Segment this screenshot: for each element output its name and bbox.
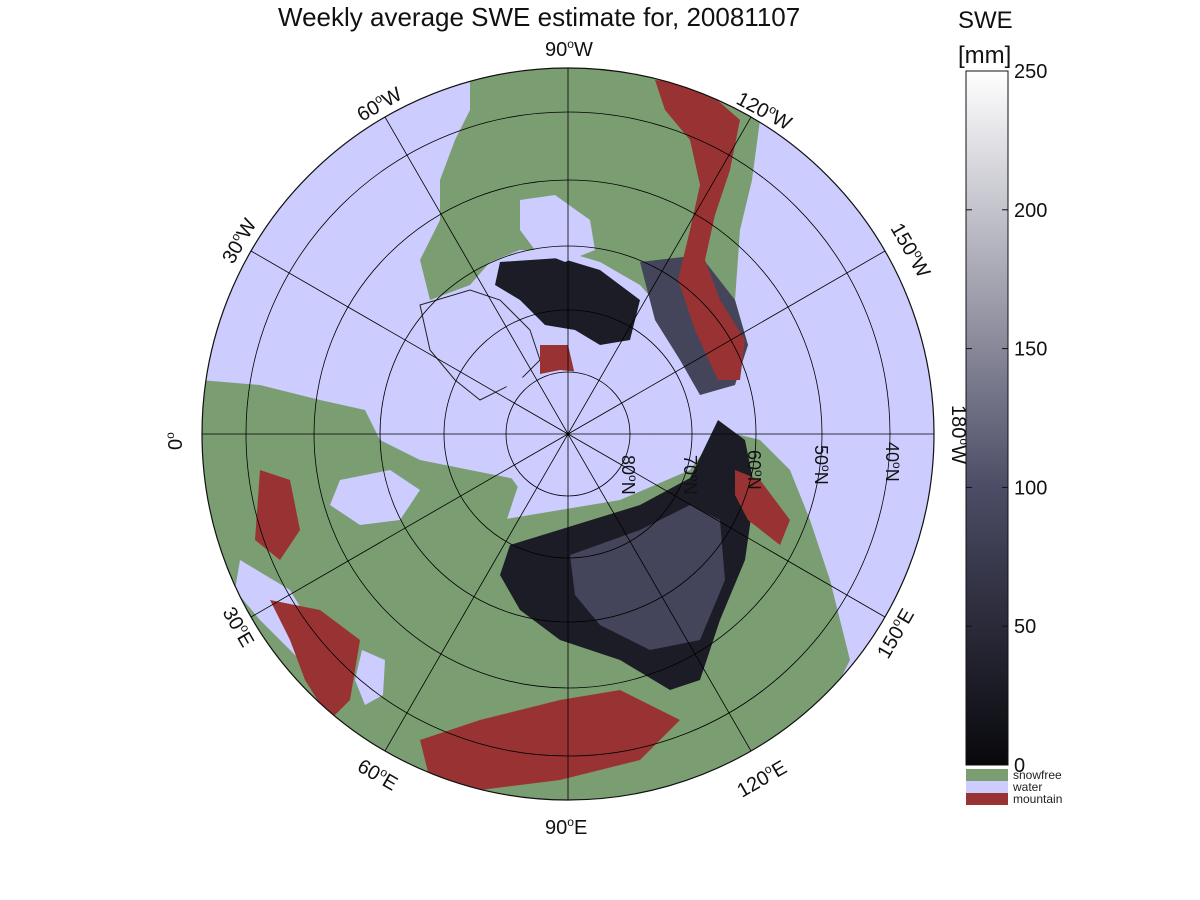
colorbar-tick-label: 0 <box>1014 755 1025 777</box>
tibetan-plateau-mountains <box>420 690 680 790</box>
hudson-bay <box>520 195 595 262</box>
east-siberia-mountains <box>735 470 790 545</box>
siberia-snow-dense <box>570 505 725 650</box>
polar-map <box>202 68 934 800</box>
legend-swatch-water <box>966 781 1008 793</box>
alps-caucasus-mountains <box>270 600 360 720</box>
caspian-sea <box>355 650 385 705</box>
arctic-ocean <box>495 370 650 500</box>
figure-title: Weekly average SWE estimate for, 2008110… <box>278 2 801 32</box>
legend-swatch-mountain <box>966 793 1008 805</box>
lat-label-80n: 80oN <box>618 455 640 495</box>
greenland-outline <box>419 289 541 401</box>
latitude-labels: 80oN 70oN 60oN 50oN 40oN <box>618 442 904 495</box>
european-mountains <box>255 470 300 560</box>
lat-label-50n: 50oN <box>811 445 833 485</box>
colorbar-label-unit: [mm] <box>958 41 1012 69</box>
colorbar-tick-label: 250 <box>1014 61 1047 83</box>
lat-label-60n: 60oN <box>744 450 766 490</box>
rocky-mountains <box>655 80 745 380</box>
lon-label-60e: 60oE <box>354 754 403 796</box>
legend-label-water: water <box>1012 780 1042 794</box>
legend-swatch-snowfree <box>966 769 1008 781</box>
legend-label-snowfree: snowfree <box>1013 768 1062 782</box>
lon-label-120e: 120oE <box>733 755 791 802</box>
colorbar-tick-label: 50 <box>1014 616 1036 638</box>
graticule <box>202 68 934 800</box>
legend-label-mountain: mountain <box>1013 792 1062 806</box>
lon-label-180w: 180oW <box>947 405 971 464</box>
baltic-sea <box>330 470 420 525</box>
colorbar-tick-label: 200 <box>1014 200 1047 222</box>
lon-label-90w: 90oW <box>545 37 593 61</box>
colorbar-ticks: 0 50 100 150 200 250 <box>966 61 1047 777</box>
colorbar-tick-label: 100 <box>1014 477 1047 499</box>
map-boundary <box>201 67 935 801</box>
colorbar-label-swe: SWE <box>958 7 1013 34</box>
lon-label-0: 0o <box>163 432 187 450</box>
lat-label-40n: 40oN <box>882 442 904 482</box>
colorbar-tick-label: 150 <box>1014 339 1047 361</box>
colorbar-title: SWE [mm] <box>958 4 1013 74</box>
lat-label-70n: 70oN <box>680 455 702 495</box>
meridian-line <box>250 250 886 618</box>
colorbar-gradient <box>965 70 1009 766</box>
canadian-archipelago-snow <box>495 258 640 345</box>
lon-label-90e: 90oE <box>545 815 587 839</box>
